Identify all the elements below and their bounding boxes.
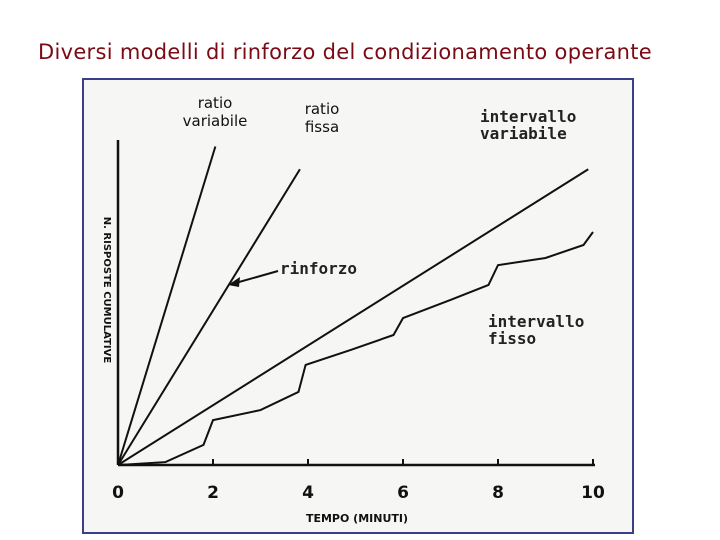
y-axis-label: N. RISPOSTE CUMULATIVE: [101, 217, 112, 364]
slide-title: Diversi modelli di rinforzo del condizio…: [37, 40, 653, 64]
series-line: [117, 146, 217, 466]
series-line: [117, 231, 594, 466]
x-tick-label: 4: [302, 483, 314, 503]
annotation-arrow: [231, 270, 279, 285]
x-tick-label: 10: [581, 483, 605, 503]
x-tick-label: 0: [112, 483, 124, 503]
series-label: ratio fissa: [304, 100, 340, 136]
series-label: ratio variabile: [182, 94, 248, 130]
x-axis-label: TEMPO (MINUTI): [306, 512, 408, 525]
annotation-arrowhead: [228, 277, 240, 287]
x-tick-label: 8: [492, 483, 504, 503]
x-tick-label: 6: [397, 483, 409, 503]
series-label: intervallo variabile: [480, 107, 577, 143]
series-line: [117, 168, 301, 466]
x-tick-label: 2: [207, 483, 219, 503]
series-label: intervallo fisso: [488, 312, 585, 348]
series-line: [117, 168, 589, 466]
annotation: rinforzo: [280, 259, 358, 278]
